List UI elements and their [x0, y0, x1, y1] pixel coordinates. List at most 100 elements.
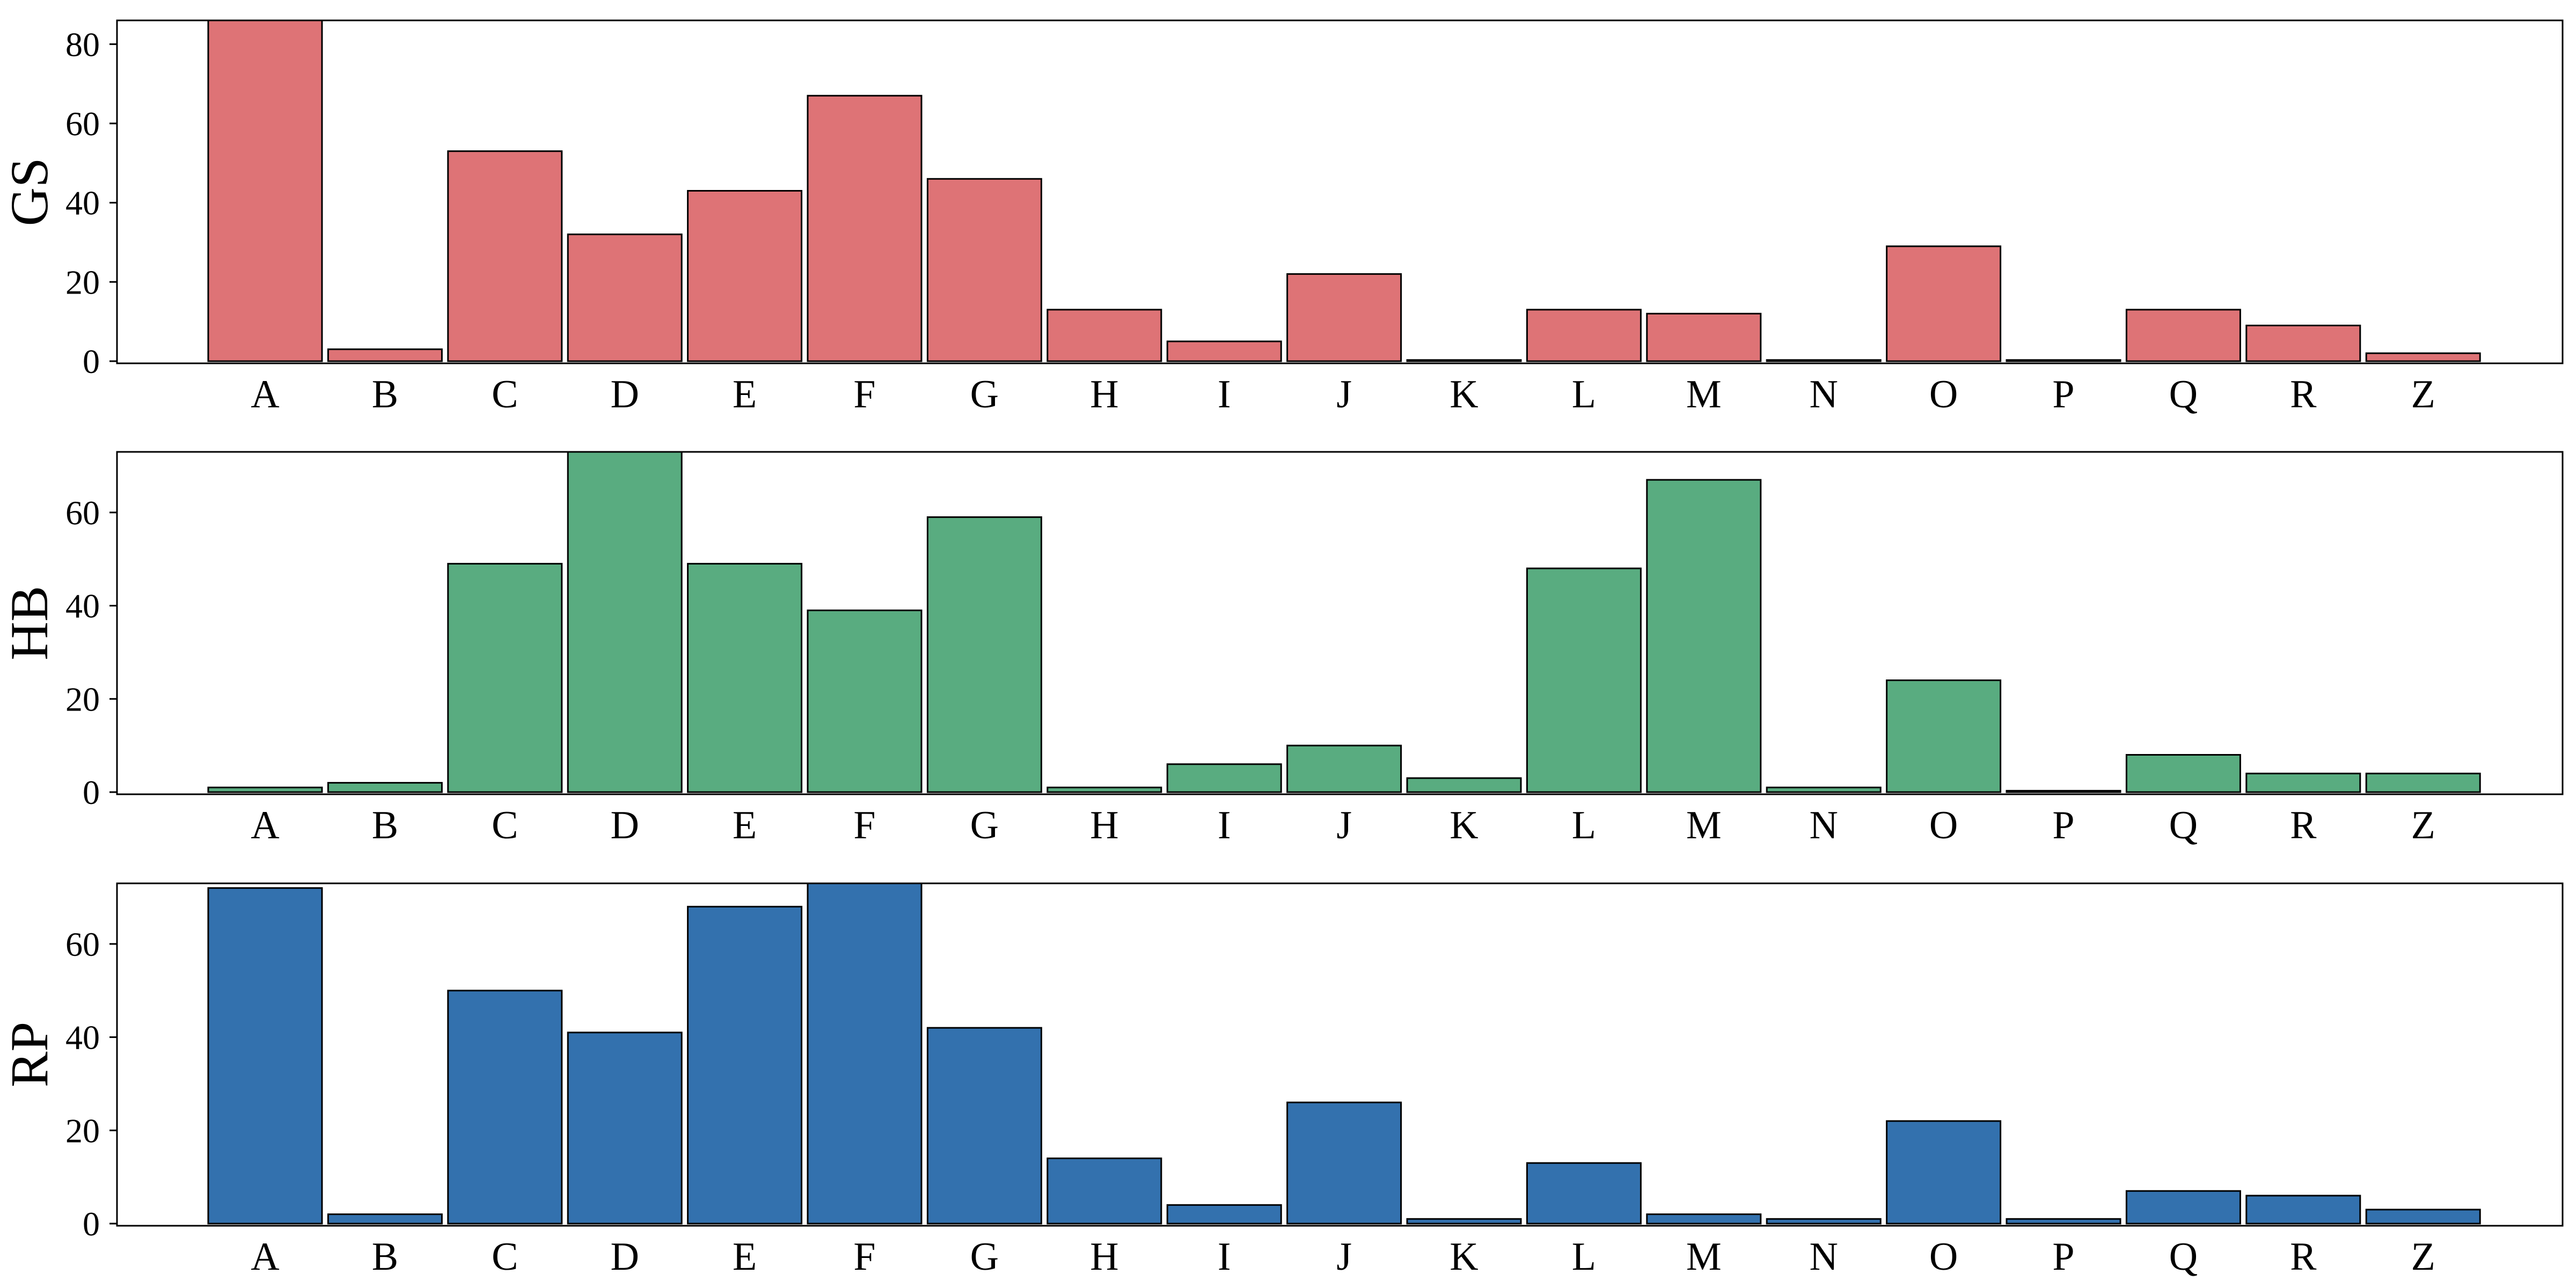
bar-gs-f: [807, 94, 923, 362]
x-tick-label: P: [2052, 803, 2074, 847]
y-axis-label: GS: [0, 158, 59, 226]
x-tick-label: Z: [2411, 372, 2435, 416]
x-tick-label: C: [492, 803, 518, 847]
bar-gs-j: [1286, 273, 1402, 362]
bar-rp-i: [1166, 1204, 1282, 1225]
bar-hb-j: [1286, 744, 1402, 793]
x-tick-label: J: [1336, 372, 1352, 416]
panel-hb: A B C D E F G H I J K L M N O P Q R Z 0 20 40 60 HB: [0, 451, 2564, 847]
bar-hb-p: [2006, 789, 2121, 793]
bar-gs-k: [1406, 359, 1522, 362]
bar-gs-p: [2006, 359, 2121, 362]
bar-rp-k: [1406, 1218, 1522, 1225]
y-tick-label: 20: [65, 263, 100, 301]
x-tick-label: G: [970, 803, 999, 847]
x-tick-label: O: [1929, 372, 1958, 416]
x-tick-label: F: [853, 1235, 875, 1279]
bar-rp-g: [926, 1027, 1042, 1225]
bar-gs-r: [2245, 325, 2361, 362]
bar-rp-m: [1646, 1213, 1762, 1225]
bar-rp-p: [2006, 1218, 2121, 1225]
x-tick-label: K: [1450, 1235, 1478, 1279]
bar-hb-q: [2125, 754, 2241, 793]
x-tick-label: M: [1686, 803, 1722, 847]
x-tick-label: P: [2052, 372, 2074, 416]
bar-rp-f: [807, 882, 923, 1225]
x-tick-label: N: [1809, 803, 1838, 847]
x-tick-label: C: [492, 1235, 518, 1279]
y-axis-label: RP: [0, 1022, 59, 1087]
x-tick-label: L: [1572, 803, 1596, 847]
bar-rp-r: [2245, 1195, 2361, 1225]
bar-gs-a: [207, 19, 323, 362]
bar-hb-d: [567, 451, 683, 793]
plot-frame: [116, 19, 2564, 364]
x-tick-label: D: [610, 1235, 639, 1279]
x-tick-label: M: [1686, 372, 1722, 416]
bar-gs-e: [687, 190, 803, 362]
x-tick-label: K: [1450, 372, 1478, 416]
bar-hb-a: [207, 786, 323, 793]
bar-hb-k: [1406, 777, 1522, 793]
y-tick-label: 0: [83, 773, 100, 811]
bar-gs-b: [327, 348, 443, 362]
y-tick-label: 40: [65, 587, 100, 625]
x-tick-label: R: [2290, 372, 2317, 416]
x-tick-label: N: [1809, 1235, 1838, 1279]
bar-hb-o: [1886, 679, 2002, 793]
x-tick-label: A: [251, 803, 279, 847]
y-tick-label: 20: [65, 680, 100, 718]
bar-gs-n: [1766, 359, 1882, 362]
x-tick-label: G: [970, 372, 999, 416]
bar-gs-i: [1166, 340, 1282, 362]
y-tick-label: 60: [65, 925, 100, 963]
x-tick-label: I: [1218, 1235, 1231, 1279]
bar-hb-e: [687, 562, 803, 793]
x-tick-label: R: [2290, 803, 2317, 847]
y-tick-label: 60: [65, 105, 100, 143]
bar-rp-j: [1286, 1101, 1402, 1225]
y-tick-label: 60: [65, 494, 100, 532]
y-tick-label: 0: [83, 342, 100, 380]
bar-rp-b: [327, 1213, 443, 1225]
bar-gs-h: [1046, 309, 1162, 362]
bar-hb-h: [1046, 786, 1162, 793]
x-tick-label: P: [2052, 1235, 2074, 1279]
y-axis-label: HB: [0, 586, 59, 661]
bar-rp-a: [207, 887, 323, 1225]
bar-gs-c: [447, 150, 563, 362]
x-tick-label: E: [733, 372, 757, 416]
x-tick-label: H: [1090, 803, 1118, 847]
bar-hb-g: [926, 516, 1042, 793]
plot-frame: [116, 451, 2564, 795]
x-tick-label: F: [853, 372, 875, 416]
bar-gs-q: [2125, 309, 2241, 362]
bar-hb-b: [327, 782, 443, 793]
x-tick-label: B: [372, 372, 398, 416]
x-tick-label: L: [1572, 372, 1596, 416]
bar-gs-m: [1646, 312, 1762, 362]
x-tick-label: R: [2290, 1235, 2317, 1279]
x-tick-label: E: [733, 803, 757, 847]
y-tick-label: 40: [65, 1019, 100, 1057]
x-tick-label: J: [1336, 803, 1352, 847]
x-tick-label: H: [1090, 1235, 1118, 1279]
x-tick-label: M: [1686, 1235, 1722, 1279]
x-tick-label: B: [372, 803, 398, 847]
bar-rp-e: [687, 905, 803, 1225]
bar-gs-g: [926, 178, 1042, 362]
x-tick-label: H: [1090, 372, 1118, 416]
x-tick-label: F: [853, 803, 875, 847]
x-tick-label: E: [733, 1235, 757, 1279]
x-tick-label: Q: [2169, 1235, 2198, 1279]
x-tick-label: B: [372, 1235, 398, 1279]
bar-rp-q: [2125, 1190, 2241, 1225]
bar-rp-z: [2365, 1209, 2481, 1225]
x-tick-label: I: [1218, 803, 1231, 847]
x-tick-label: O: [1929, 803, 1958, 847]
bar-hb-c: [447, 562, 563, 793]
x-tick-label: Z: [2411, 803, 2435, 847]
bar-rp-o: [1886, 1120, 2002, 1225]
y-tick-label: 80: [65, 25, 100, 63]
